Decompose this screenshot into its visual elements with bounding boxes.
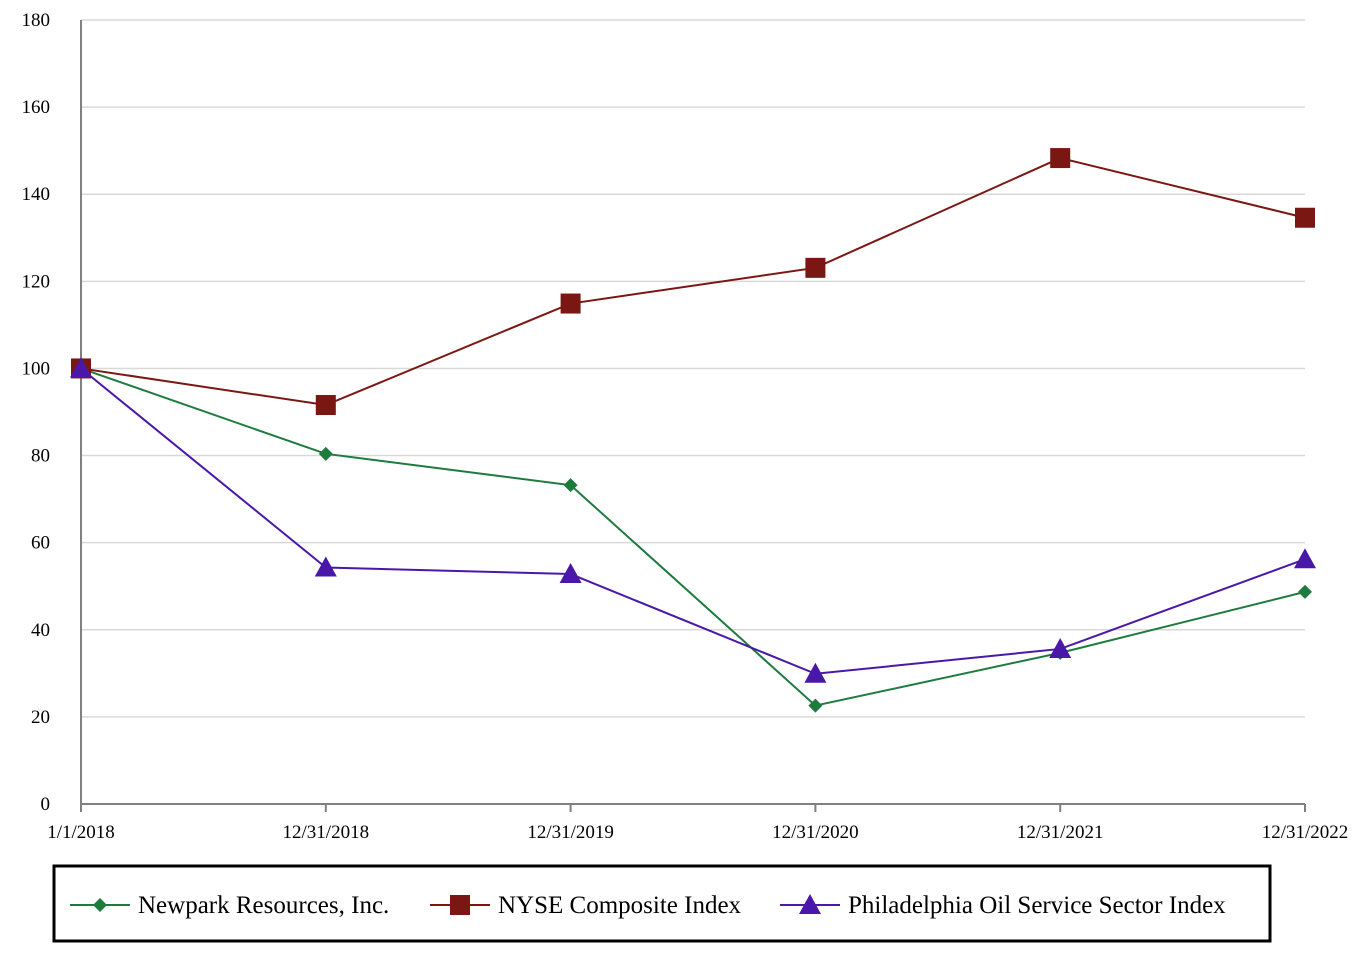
data-point-diamond [93, 898, 107, 912]
data-point-diamond [1298, 584, 1312, 599]
y-tick-label: 20 [31, 707, 50, 728]
legend-box [52, 864, 1272, 943]
y-tick-label: 100 [22, 358, 51, 379]
x-tick-label: 12/31/2018 [283, 822, 370, 843]
axes [80, 20, 1305, 805]
data-point-diamond [808, 698, 823, 713]
y-tick-label: 0 [41, 794, 51, 815]
legend-label: Newpark Resources, Inc. [138, 892, 389, 919]
data-point-triangle [1049, 637, 1072, 658]
y-tick-label: 60 [31, 533, 50, 554]
series-triangle [70, 357, 1316, 683]
data-point-square [805, 257, 826, 278]
data-point-triangle [804, 662, 827, 683]
gridlines [81, 19, 1305, 718]
legend-label: Philadelphia Oil Service Sector Index [848, 892, 1226, 919]
y-axis-tick-labels: 0 20 40 60 80 100 120 140 160 180 [22, 10, 51, 815]
data-point-triangle [1294, 548, 1316, 569]
y-tick-label: 40 [31, 620, 50, 641]
series-diamond [74, 361, 1312, 713]
y-tick-label: 120 [22, 271, 51, 292]
data-point-square [450, 895, 470, 915]
x-tick-label: 12/31/2021 [1017, 822, 1104, 843]
data-point-triangle [799, 894, 821, 915]
data-point-square [560, 293, 581, 314]
x-axis-tick-labels: 1/1/2018 12/31/2018 12/31/2019 12/31/2020 12… [47, 804, 1348, 843]
data-point-diamond [318, 446, 333, 461]
data-point-triangle [70, 357, 92, 378]
x-tick-label: 12/31/2019 [527, 822, 614, 843]
series-line [80, 157, 1306, 407]
data-point-square [315, 395, 336, 416]
y-tick-label: 160 [22, 97, 51, 118]
legend-item: Newpark Resources, Inc. [70, 892, 389, 919]
y-tick-label: 80 [31, 446, 50, 467]
legend-item: Philadelphia Oil Service Sector Index [780, 892, 1226, 919]
legend-label: NYSE Composite Index [498, 892, 742, 919]
series-line [80, 367, 1306, 707]
x-tick-label: 12/31/2020 [772, 822, 859, 843]
data-point-triangle [314, 556, 337, 577]
x-tick-label: 12/31/2022 [1262, 822, 1349, 843]
series-layer [70, 148, 1316, 713]
y-tick-label: 180 [22, 10, 51, 31]
legend-item: NYSE Composite Index [430, 892, 742, 919]
data-point-triangle [559, 563, 582, 584]
legend: Newpark Resources, Inc. NYSE Composite In… [52, 864, 1272, 943]
series-line [80, 367, 1306, 675]
data-point-square [1050, 148, 1071, 169]
data-point-diamond [563, 478, 578, 493]
data-point-square [1295, 207, 1315, 228]
y-tick-label: 140 [22, 184, 51, 205]
x-tick-label: 1/1/2018 [47, 822, 115, 843]
